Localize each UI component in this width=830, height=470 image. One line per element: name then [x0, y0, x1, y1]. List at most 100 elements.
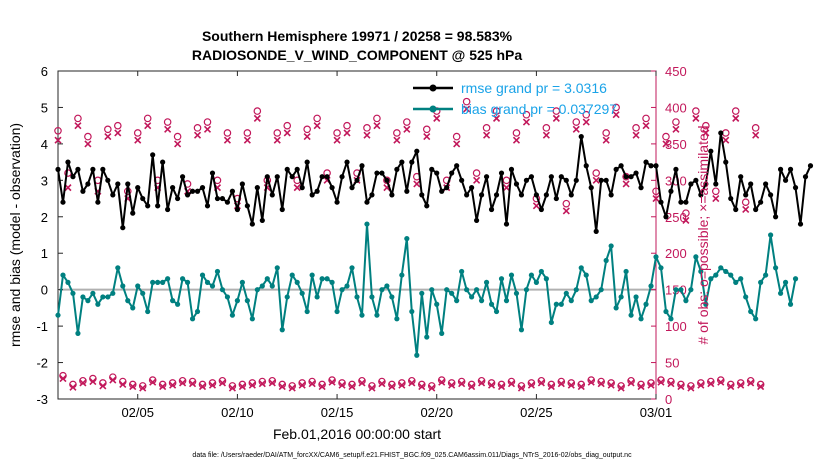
rmse-point [429, 166, 435, 172]
rmse-point [513, 181, 520, 187]
rmse-point [518, 192, 525, 198]
rmse-point [304, 159, 310, 165]
rmse-point [688, 181, 694, 187]
rmse-point [623, 174, 629, 180]
rmse-point [608, 192, 614, 198]
obs-assimilated-point [637, 383, 645, 391]
obs-assimilated-point [223, 136, 231, 144]
chart-subtitle: RADIOSONDE_V_WIND_COMPONENT @ 525 hPa [192, 47, 522, 63]
rmse-point [204, 203, 211, 209]
obs-assimilated-point [149, 378, 157, 386]
rmse-point [648, 163, 654, 169]
obs-possible-point [373, 114, 381, 123]
rmse-point [219, 195, 226, 202]
rmse-point [155, 203, 161, 209]
bias-point [588, 298, 594, 304]
bias-point [150, 279, 156, 285]
obs-assimilated-point [318, 383, 326, 391]
obs-possible-point [741, 198, 750, 207]
bias-point [229, 312, 236, 318]
bias-point [374, 312, 380, 318]
bias-point [329, 279, 335, 285]
bias-point [175, 301, 181, 307]
rmse-point [797, 221, 804, 227]
bias-point [777, 290, 784, 296]
obs-assimilated-point [647, 381, 655, 389]
rmse-point [259, 217, 265, 224]
y-tick-label: 3 [41, 173, 48, 188]
obs-assimilated-point [677, 383, 685, 391]
bias-point [289, 272, 295, 278]
rmse-point [334, 199, 340, 205]
y-axis-label: rmse and bias (model - observation) [7, 123, 23, 347]
bias-point [568, 298, 574, 304]
obs-assimilated-point [343, 129, 351, 137]
y-tick-label: 5 [41, 100, 48, 115]
obs-possible-point [702, 121, 710, 130]
obs-assimilated-point [522, 118, 530, 126]
bias-point [439, 330, 445, 336]
obs-assimilated-point [193, 131, 202, 139]
obs-assimilated-point [667, 380, 675, 388]
rmse-point [424, 203, 430, 209]
obs-assimilated-point [458, 380, 466, 388]
bias-point [613, 305, 619, 311]
bias-point [713, 272, 719, 278]
bias-point [214, 268, 221, 275]
bias-point [563, 290, 569, 296]
rmse-point [663, 214, 669, 220]
rmse-point [488, 206, 495, 213]
bias-point [703, 301, 709, 307]
rmse-point [613, 166, 619, 172]
obs-assimilated-point [732, 114, 740, 122]
rmse-point [748, 181, 754, 187]
bias-point [224, 294, 231, 300]
bias-point [294, 279, 300, 285]
bias-point [558, 301, 564, 307]
obs-possible-point [572, 118, 581, 126]
rmse-point [165, 206, 171, 213]
obs-assimilated-point [682, 216, 690, 224]
rmse-point [618, 163, 624, 169]
bias-point [623, 268, 629, 275]
obs-assimilated-point [692, 114, 700, 122]
obs-assimilated-point [492, 114, 501, 122]
obs-possible-point [582, 110, 591, 119]
obs-assimilated-point [577, 383, 585, 391]
bias-point [274, 265, 280, 271]
obs-possible-point [542, 124, 551, 132]
rmse-point [344, 159, 350, 165]
rmse-point [763, 181, 769, 187]
rmse-point [394, 166, 400, 172]
obs-assimilated-point [169, 381, 177, 389]
y-tick-label: -3 [36, 392, 48, 407]
bias-point [165, 276, 171, 282]
obs-possible-point [143, 114, 152, 123]
rmse-point [115, 181, 121, 187]
bias-point [85, 298, 91, 304]
rmse-point [274, 174, 280, 180]
y2-tick-label: 400 [665, 100, 687, 115]
obs-possible-point [163, 118, 172, 126]
y2-tick-label: 300 [665, 173, 687, 188]
bias-point [419, 290, 425, 296]
obs-possible-point [393, 129, 401, 137]
bias-point [269, 283, 275, 289]
y2-tick-label: 200 [665, 246, 687, 261]
bias-point [279, 327, 285, 333]
obs-assimilated-point [174, 140, 182, 148]
rmse-point [329, 185, 335, 191]
rmse-point [478, 192, 485, 198]
obs-assimilated-point [423, 133, 431, 141]
bias-point [409, 308, 415, 315]
rmse-point [264, 174, 270, 180]
obs-assimilated-point [378, 380, 386, 388]
y-tick-label: 1 [41, 246, 48, 261]
rmse-point [454, 163, 460, 169]
bias-point [663, 308, 669, 315]
obs-assimilated-point [248, 381, 256, 389]
x-tick-label: 02/20 [420, 405, 453, 420]
bias-point [259, 283, 265, 289]
rmse-point [189, 188, 196, 194]
bias-point [548, 319, 554, 326]
